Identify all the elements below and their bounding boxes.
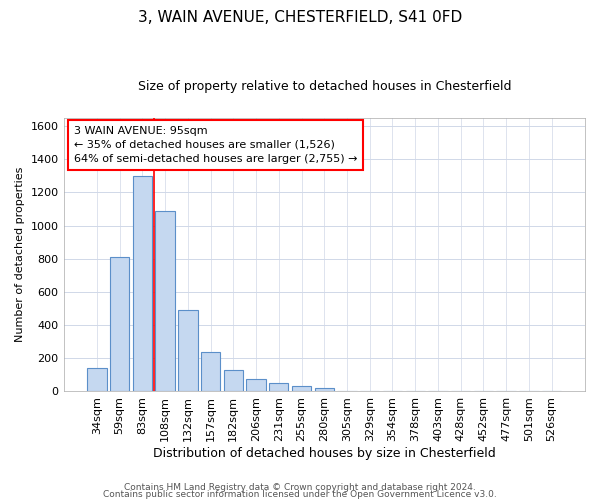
X-axis label: Distribution of detached houses by size in Chesterfield: Distribution of detached houses by size … [153, 447, 496, 460]
Bar [269, 383, 289, 392]
Bar [87, 368, 107, 392]
Bar [178, 310, 197, 392]
Text: Contains public sector information licensed under the Open Government Licence v3: Contains public sector information licen… [103, 490, 497, 499]
Text: 3 WAIN AVENUE: 95sqm
← 35% of detached houses are smaller (1,526)
64% of semi-de: 3 WAIN AVENUE: 95sqm ← 35% of detached h… [74, 126, 358, 164]
Bar [224, 370, 243, 392]
Text: Contains HM Land Registry data © Crown copyright and database right 2024.: Contains HM Land Registry data © Crown c… [124, 484, 476, 492]
Bar [247, 379, 266, 392]
Bar [133, 176, 152, 392]
Title: Size of property relative to detached houses in Chesterfield: Size of property relative to detached ho… [137, 80, 511, 93]
Bar [201, 352, 220, 392]
Y-axis label: Number of detached properties: Number of detached properties [15, 167, 25, 342]
Text: 3, WAIN AVENUE, CHESTERFIELD, S41 0FD: 3, WAIN AVENUE, CHESTERFIELD, S41 0FD [138, 10, 462, 25]
Bar [110, 257, 130, 392]
Bar [292, 386, 311, 392]
Bar [337, 390, 356, 392]
Bar [314, 388, 334, 392]
Bar [155, 210, 175, 392]
